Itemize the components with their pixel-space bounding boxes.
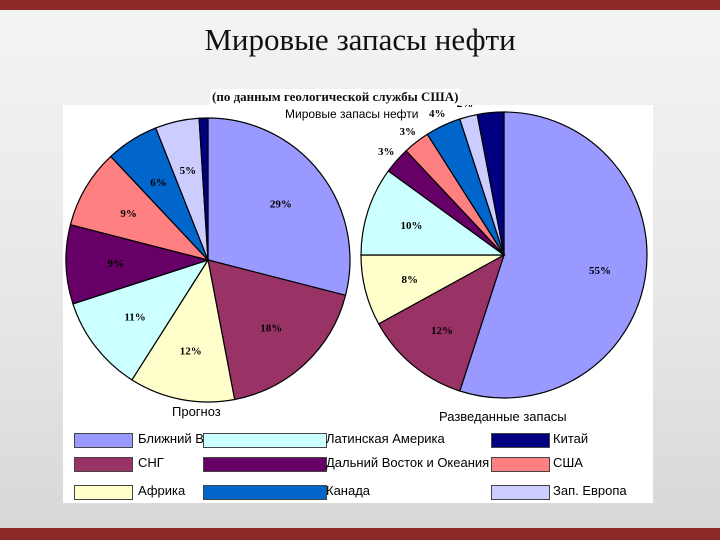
slice-label: 11% (124, 312, 145, 324)
legend-label: Африка (138, 483, 186, 498)
pie-forecast: 29% 18% 12% 11% 9% 9% 6% 5% (65, 117, 351, 403)
slice-label: 12% (431, 325, 453, 337)
legend-swatch (491, 485, 550, 500)
pie-slice (207, 117, 351, 297)
slice-label: 3% (400, 126, 417, 138)
slice-label: 9% (107, 258, 124, 270)
legend-swatch (74, 485, 133, 500)
legend-swatch (491, 433, 550, 448)
slice-label: 2% (457, 105, 474, 110)
legend-label: Латинская Америка (326, 431, 445, 446)
slice-label: 29% (270, 198, 292, 210)
legend-swatch (203, 433, 327, 448)
pie-slice (360, 170, 506, 256)
chart-panel: 29% 18% 12% 11% 9% 9% 6% 5% 55% 12% 8% 10% 3% 3% 4% 2%… (63, 105, 653, 503)
page-subtitle: (по данным геологической службы США) (210, 89, 461, 105)
pie-slice (207, 259, 347, 401)
legend-label: США (553, 455, 583, 470)
pie-slice (377, 253, 506, 392)
legend-label: СНГ (138, 455, 164, 470)
slice-label: 6% (150, 177, 167, 189)
pie-slice (476, 111, 505, 256)
pie-slice (198, 117, 209, 261)
legend-label: Дальний Восток и Океания (326, 455, 490, 470)
legend-swatch (203, 457, 327, 472)
pie-slice (459, 111, 648, 399)
pie-charts: 29% 18% 12% 11% 9% 9% 6% 5% 55% 12% 8% 10% 3% 3% 4% 2%… (65, 105, 648, 424)
legend-label: Канада (326, 483, 371, 498)
legend-label: Зап. Европа (553, 483, 627, 498)
legend-swatch (203, 485, 327, 500)
slice-label: 4% (429, 108, 446, 120)
slice-label: 55% (589, 265, 611, 277)
chart2-title: Мировые запасы нефти (285, 107, 418, 121)
slice-label: 5% (180, 165, 197, 177)
pie-slice (65, 223, 211, 305)
page-title: Мировые запасы нефти (204, 22, 516, 57)
slice-label: 9% (120, 208, 137, 220)
top-stripe (0, 0, 720, 10)
pie-proven: 55% 12% 8% 10% 3% 3% 4% 2% (360, 105, 648, 399)
pie-slice (72, 258, 210, 381)
legend-label: Китай (553, 431, 589, 446)
caption-forecast: Прогноз (172, 404, 221, 419)
slice-label: 10% (401, 220, 423, 232)
slice-label: 18% (260, 322, 282, 334)
pie-slice (69, 155, 210, 262)
legend-swatch (491, 457, 550, 472)
legend-swatch (74, 457, 133, 472)
slice-label: 3% (378, 146, 395, 158)
slice-label: 12% (180, 346, 202, 358)
bottom-stripe (0, 528, 720, 540)
legend-swatch (74, 433, 133, 448)
slice-label: 8% (402, 274, 419, 286)
caption-proven: Разведанные запасы (439, 409, 567, 424)
pie-slice (131, 258, 236, 403)
